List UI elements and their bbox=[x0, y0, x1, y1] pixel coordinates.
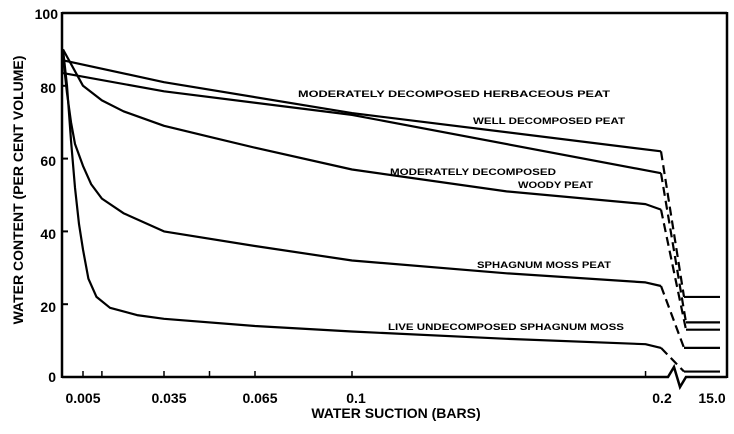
dashed-moderately-decomposed-woody-peat bbox=[659, 209, 688, 330]
dashed-sphagnum-moss-peat bbox=[659, 285, 686, 349]
x-tick-label: 0.065 bbox=[242, 390, 277, 406]
curve-well-decomposed-peat bbox=[62, 72, 662, 175]
y-tick-label: 100 bbox=[35, 6, 59, 22]
annotation-woody-2: WOODY PEAT bbox=[518, 180, 593, 191]
curve-sphagnum-moss-peat bbox=[61, 56, 662, 288]
dashed-well-decomposed-peat bbox=[659, 172, 688, 323]
annotation-sphagnum-peat: SPHAGNUM MOSS PEAT bbox=[477, 260, 611, 271]
x-axis-with-break bbox=[62, 363, 727, 391]
y-tick-label: 20 bbox=[40, 299, 56, 315]
annotation-well: WELL DECOMPOSED PEAT bbox=[473, 116, 625, 127]
plot-frame bbox=[60, 11, 729, 391]
x-tick-label: 0.035 bbox=[151, 390, 186, 406]
y-axis-label: WATER CONTENT (PER CENT VOLUME) bbox=[10, 56, 26, 325]
y-tick-label: 60 bbox=[40, 153, 56, 169]
curve-live-undecomposed-sphagnum-moss bbox=[61, 49, 662, 349]
x-tick-label: 0.2 bbox=[652, 390, 672, 406]
y-tick-label: 40 bbox=[40, 226, 56, 242]
x-tick-label: 0.1 bbox=[346, 390, 366, 406]
y-tick-label: 80 bbox=[40, 80, 56, 96]
curve-moderately-decomposed-woody-peat bbox=[62, 48, 662, 211]
curves bbox=[61, 48, 720, 373]
y-tick-label: 0 bbox=[48, 369, 56, 385]
dashed-moderately-decomposed-herbaceous-peat bbox=[659, 151, 686, 298]
x-tick-label: 15.0 bbox=[698, 390, 725, 406]
x-tick-label: 0.005 bbox=[65, 390, 100, 406]
annotation-live-moss: LIVE UNDECOMPOSED SPHAGNUM MOSS bbox=[388, 322, 624, 333]
ticks bbox=[62, 84, 647, 377]
x-axis-label: WATER SUCTION (BARS) bbox=[311, 405, 480, 421]
dashed-live-undecomposed-sphagnum-moss bbox=[660, 347, 685, 373]
annotation-woody-1: MODERATELY DECOMPOSED bbox=[390, 167, 556, 178]
curve-moderately-decomposed-herbaceous-peat bbox=[62, 59, 662, 153]
annotation-herbaceous: MODERATELY DECOMPOSED HERBACEOUS PEAT bbox=[298, 89, 610, 100]
